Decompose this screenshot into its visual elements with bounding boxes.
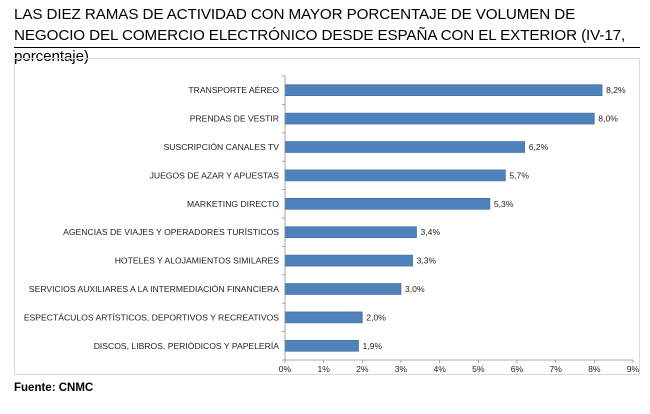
value-label-6: 3,4% xyxy=(421,227,441,237)
x-tick-label-4: 4% xyxy=(433,364,446,374)
x-tick-label-1: 1% xyxy=(317,364,330,374)
category-label-10: DISCOS, LIBROS, PERIÓDICOS Y PAPELERÍA xyxy=(94,341,280,351)
bar-3 xyxy=(284,141,525,153)
bar-4 xyxy=(284,169,506,182)
x-tick-label-9: 9% xyxy=(627,364,639,374)
category-label-5: MARKETING DIRECTO xyxy=(187,199,279,209)
x-tick-label-6: 6% xyxy=(511,364,524,374)
chart-title: LAS DIEZ RAMAS DE ACTIVIDAD CON MAYOR PO… xyxy=(14,6,626,65)
category-label-6: AGENCIAS DE VIAJES Y OPERADORES TURÍSTIC… xyxy=(63,227,279,237)
value-label-3: 6,2% xyxy=(529,142,549,152)
value-label-8: 3,0% xyxy=(405,284,425,294)
x-tick-label-7: 7% xyxy=(549,364,562,374)
x-tick-label-3: 3% xyxy=(395,364,408,374)
category-label-1: TRANSPORTE AÉREO xyxy=(188,85,279,95)
value-label-9: 2,0% xyxy=(366,312,386,322)
x-tick-label-8: 8% xyxy=(588,364,601,374)
x-tick-label-0: 0% xyxy=(279,364,292,374)
value-label-5: 5,3% xyxy=(494,199,514,209)
x-tick-label-5: 5% xyxy=(472,364,485,374)
value-label-7: 3,3% xyxy=(417,256,437,266)
category-label-3: SUSCRIPCIÓN CANALES TV xyxy=(164,142,280,152)
bar-8 xyxy=(284,283,402,295)
bar-9 xyxy=(284,311,363,324)
category-label-8: SERVICIOS AUXILIARES A LA INTERMEDIACIÓN… xyxy=(29,284,279,294)
x-tick-label-2: 2% xyxy=(356,364,369,374)
value-label-10: 1,9% xyxy=(363,341,383,351)
source-note: Fuente: CNMC xyxy=(14,382,94,394)
bar-1 xyxy=(284,84,603,97)
category-label-7: HOTELES Y ALOJAMIENTOS SIMILARES xyxy=(115,256,280,266)
value-label-2: 8,0% xyxy=(598,114,618,124)
bar-2 xyxy=(284,112,595,125)
title-underline xyxy=(14,47,640,48)
value-label-4: 5,7% xyxy=(509,170,529,180)
chart-area: TRANSPORTE AÉREO 8,2% PRENDAS DE VESTIR 8,0… xyxy=(14,58,640,375)
category-label-4: JUEGOS DE AZAR Y APUESTAS xyxy=(150,170,280,180)
category-label-9: ESPECTÁCULOS ARTÍSTICOS, DEPORTIVOS Y RE… xyxy=(24,312,279,322)
bar-10 xyxy=(284,339,359,352)
category-label-2: PRENDAS DE VESTIR xyxy=(190,114,279,124)
value-label-1: 8,2% xyxy=(606,85,626,95)
bar-7 xyxy=(284,254,413,267)
bar-chart: TRANSPORTE AÉREO 8,2% PRENDAS DE VESTIR 8,0… xyxy=(24,75,639,374)
bar-5 xyxy=(284,198,491,210)
bar-6 xyxy=(284,226,417,238)
